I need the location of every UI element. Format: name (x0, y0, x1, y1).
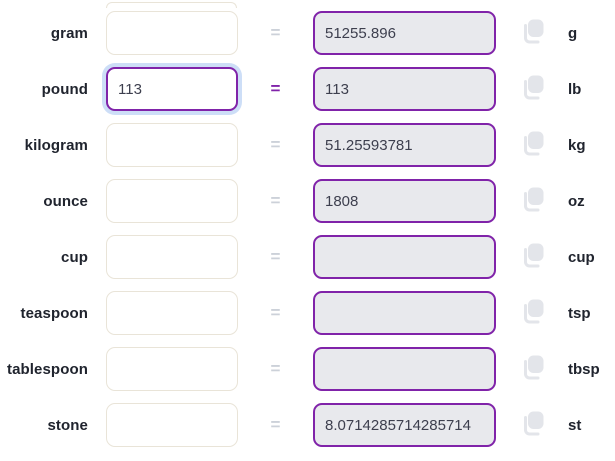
copy-pound-button[interactable] (517, 73, 547, 105)
copy-teaspoon-button[interactable] (517, 297, 547, 329)
pound-result-field[interactable]: 113 (313, 67, 496, 111)
ounce-result-value: 1808 (325, 192, 359, 210)
tablespoon-unit-abbr: tbsp (568, 360, 600, 378)
converter-row-ounce: ounce = 1808 oz (0, 179, 615, 223)
tablespoon-label: tablespoon (6, 360, 88, 378)
stone-label: stone (47, 416, 88, 434)
kilogram-result-field[interactable]: 51.25593781 (313, 123, 496, 167)
equals-sign-active: = (270, 79, 281, 98)
unit-converter-panel: gram = 51255.896 g pound = 113 (0, 11, 615, 459)
equals-sign: = (270, 359, 281, 378)
copy-icon (518, 73, 546, 106)
kilogram-result-value: 51.25593781 (325, 136, 413, 154)
teaspoon-unit-abbr: tsp (568, 304, 591, 322)
equals-sign: = (270, 191, 281, 210)
gram-label: gram (50, 24, 88, 42)
cropped-field-above (106, 2, 237, 8)
ounce-unit-abbr: oz (568, 192, 585, 210)
stone-result-value: 8.0714285714285714 (325, 416, 471, 434)
ounce-amount-input[interactable] (106, 179, 238, 223)
copy-icon (518, 129, 546, 162)
converter-row-tablespoon: tablespoon = tbsp (0, 347, 615, 391)
teaspoon-result-field[interactable] (313, 291, 496, 335)
pound-result-value: 113 (325, 80, 349, 98)
equals-sign: = (270, 135, 281, 154)
cup-result-field[interactable] (313, 235, 496, 279)
copy-kilogram-button[interactable] (517, 129, 547, 161)
converter-row-cup: cup = cup (0, 235, 615, 279)
equals-sign: = (270, 303, 281, 322)
ounce-label: ounce (43, 192, 88, 210)
converter-row-kilogram: kilogram = 51.25593781 kg (0, 123, 615, 167)
ounce-result-field[interactable]: 1808 (313, 179, 496, 223)
pound-unit-abbr: lb (568, 80, 582, 98)
copy-icon (518, 241, 546, 274)
kilogram-label: kilogram (24, 136, 88, 154)
copy-icon (518, 185, 546, 218)
kilogram-amount-input[interactable] (106, 123, 238, 167)
cup-label: cup (61, 248, 88, 266)
stone-amount-input[interactable] (106, 403, 238, 447)
gram-amount-input[interactable] (106, 11, 238, 55)
copy-ounce-button[interactable] (517, 185, 547, 217)
pound-label: pound (41, 80, 88, 98)
copy-gram-button[interactable] (517, 17, 547, 49)
gram-unit-abbr: g (568, 24, 578, 42)
equals-sign: = (270, 247, 281, 266)
copy-cup-button[interactable] (517, 241, 547, 273)
copy-icon (518, 353, 546, 386)
teaspoon-label: teaspoon (20, 304, 88, 322)
converter-row-pound: pound = 113 lb (0, 67, 615, 111)
gram-result-value: 51255.896 (325, 24, 396, 42)
stone-result-field[interactable]: 8.0714285714285714 (313, 403, 496, 447)
cup-amount-input[interactable] (106, 235, 238, 279)
copy-icon (518, 17, 546, 50)
copy-tablespoon-button[interactable] (517, 353, 547, 385)
equals-sign: = (270, 23, 281, 42)
cup-unit-abbr: cup (568, 248, 595, 266)
equals-sign: = (270, 415, 281, 434)
stone-unit-abbr: st (568, 416, 582, 434)
converter-row-stone: stone = 8.0714285714285714 st (0, 403, 615, 447)
copy-icon (518, 409, 546, 442)
converter-row-teaspoon: teaspoon = tsp (0, 291, 615, 335)
copy-stone-button[interactable] (517, 409, 547, 441)
converter-row-gram: gram = 51255.896 g (0, 11, 615, 55)
copy-icon (518, 297, 546, 330)
tablespoon-amount-input[interactable] (106, 347, 238, 391)
gram-result-field[interactable]: 51255.896 (313, 11, 496, 55)
tablespoon-result-field[interactable] (313, 347, 496, 391)
pound-amount-input[interactable] (106, 67, 238, 111)
teaspoon-amount-input[interactable] (106, 291, 238, 335)
kilogram-unit-abbr: kg (568, 136, 586, 154)
